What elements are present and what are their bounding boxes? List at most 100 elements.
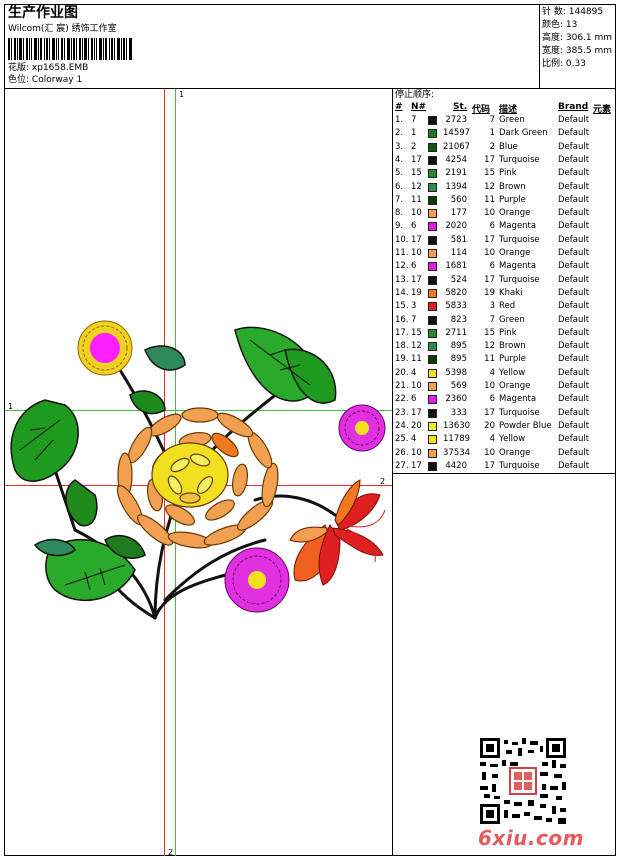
row-code: 15 <box>484 168 495 179</box>
row-stitches: 4254 <box>445 154 467 165</box>
row-description: Yellow <box>499 367 526 378</box>
watermark: 6xiu.com <box>478 826 584 850</box>
row-brand: Default <box>558 261 590 272</box>
table-row: 1. 7 2723 7 Green Default <box>393 114 615 127</box>
col-header-n: N# <box>411 102 427 112</box>
color-swatch <box>428 275 437 285</box>
row-index: 16. <box>395 314 409 325</box>
row-description: Pink <box>499 327 517 338</box>
row-index: 25. <box>395 434 409 445</box>
row-brand: Default <box>558 141 590 152</box>
table-row: 12. 6 1681 6 Magenta Default <box>393 260 615 273</box>
chrysanthemum-embroidery-icon <box>10 320 386 620</box>
column-divider <box>392 88 393 856</box>
table-row: 18. 12 895 12 Brown Default <box>393 340 615 353</box>
color-swatch <box>428 142 437 152</box>
row-index: 9. <box>395 221 404 232</box>
row-code: 20 <box>484 420 495 431</box>
table-row: 6. 12 1394 12 Brown Default <box>393 181 615 194</box>
row-index: 20. <box>395 367 409 378</box>
table-row: 9. 6 2020 6 Magenta Default <box>393 220 615 233</box>
row-index: 15. <box>395 301 409 312</box>
row-code: 17 <box>484 234 495 245</box>
guide-label-h-green: 1 <box>8 402 14 411</box>
row-index: 3. <box>395 141 404 152</box>
color-swatch <box>428 435 437 445</box>
col-header-code: 代码 <box>472 105 491 115</box>
row-needle: 1 <box>411 128 417 139</box>
row-code: 17 <box>484 407 495 418</box>
stat-colors: 颜色: 13 <box>542 20 578 30</box>
row-needle: 7 <box>411 115 417 125</box>
row-index: 8. <box>395 208 404 219</box>
row-needle: 2 <box>411 141 417 152</box>
row-stitches: 5820 <box>445 287 467 298</box>
row-code: 3 <box>489 301 495 312</box>
qr-code-icon <box>480 738 566 824</box>
row-needle: 4 <box>411 367 417 378</box>
row-description: Brown <box>499 341 526 352</box>
table-row: 7. 11 560 11 Purple Default <box>393 194 615 207</box>
row-brand: Default <box>558 301 590 312</box>
row-index: 11. <box>395 248 409 258</box>
row-index: 2. <box>395 128 404 139</box>
row-stitches: 1681 <box>445 261 467 272</box>
row-description: Turquoise <box>499 407 540 418</box>
colorway: 色位: Colorway 1 <box>8 75 83 85</box>
row-stitches: 2711 <box>445 327 467 338</box>
row-description: Purple <box>499 354 526 365</box>
row-stitches: 333 <box>450 407 467 418</box>
table-row: 16. 7 823 7 Green Default <box>393 314 615 327</box>
row-code: 17 <box>484 460 495 471</box>
stop-sequence-title: 停止顺序: <box>395 90 435 100</box>
row-stitches: 5398 <box>445 367 467 378</box>
row-needle: 10 <box>411 248 422 258</box>
row-description: Turquoise <box>499 234 540 245</box>
stat-height: 高度: 306.1 mm <box>542 33 613 43</box>
color-swatch <box>428 235 437 245</box>
row-stitches: 524 <box>450 274 467 285</box>
row-brand: Default <box>558 394 590 405</box>
row-index: 5. <box>395 168 404 179</box>
red-seal-icon <box>509 767 537 795</box>
row-code: 7 <box>489 314 495 325</box>
color-swatch <box>428 382 437 391</box>
row-stitches: 2723 <box>445 115 467 125</box>
row-index: 23. <box>395 407 409 418</box>
row-needle: 11 <box>411 194 422 205</box>
row-brand: Default <box>558 154 590 165</box>
row-needle: 6 <box>411 394 417 405</box>
table-row: 23. 17 333 17 Turquoise Default <box>393 407 615 420</box>
row-description: Red <box>499 301 516 312</box>
color-swatch <box>428 116 437 125</box>
table-row: 4. 17 4254 17 Turquoise Default <box>393 154 615 167</box>
stats-divider <box>539 4 540 88</box>
row-needle: 3 <box>411 301 417 312</box>
row-index: 13. <box>395 274 409 285</box>
color-swatch <box>428 368 437 378</box>
row-needle: 17 <box>411 274 422 285</box>
row-needle: 10 <box>411 447 422 458</box>
row-description: Magenta <box>499 221 537 232</box>
col-header-index: # <box>395 102 403 112</box>
company-name: Wilcom(汇 宸) 绣饰工作室 <box>8 24 117 34</box>
stat-scale: 比例: 0.33 <box>542 59 586 69</box>
barcode-icon <box>8 38 132 60</box>
row-stitches: 13630 <box>443 420 471 431</box>
row-stitches: 5833 <box>445 301 467 312</box>
row-brand: Default <box>558 221 590 232</box>
row-brand: Default <box>558 407 590 418</box>
table-row: 3. 2 21067 2 Blue Default <box>393 141 615 154</box>
row-brand: Default <box>558 314 590 325</box>
color-swatch <box>428 129 437 139</box>
table-bottom-line <box>392 473 616 474</box>
row-stitches: 895 <box>450 341 467 352</box>
row-code: 11 <box>484 354 495 365</box>
table-row: 24. 20 13630 20 Powder Blue Default <box>393 420 615 433</box>
color-swatch <box>428 169 437 179</box>
page-title: 生产作业图 <box>8 5 78 21</box>
table-row: 21. 10 569 10 Orange Default <box>393 380 615 393</box>
row-needle: 17 <box>411 234 422 245</box>
row-index: 21. <box>395 381 409 391</box>
row-description: Green <box>499 115 525 125</box>
